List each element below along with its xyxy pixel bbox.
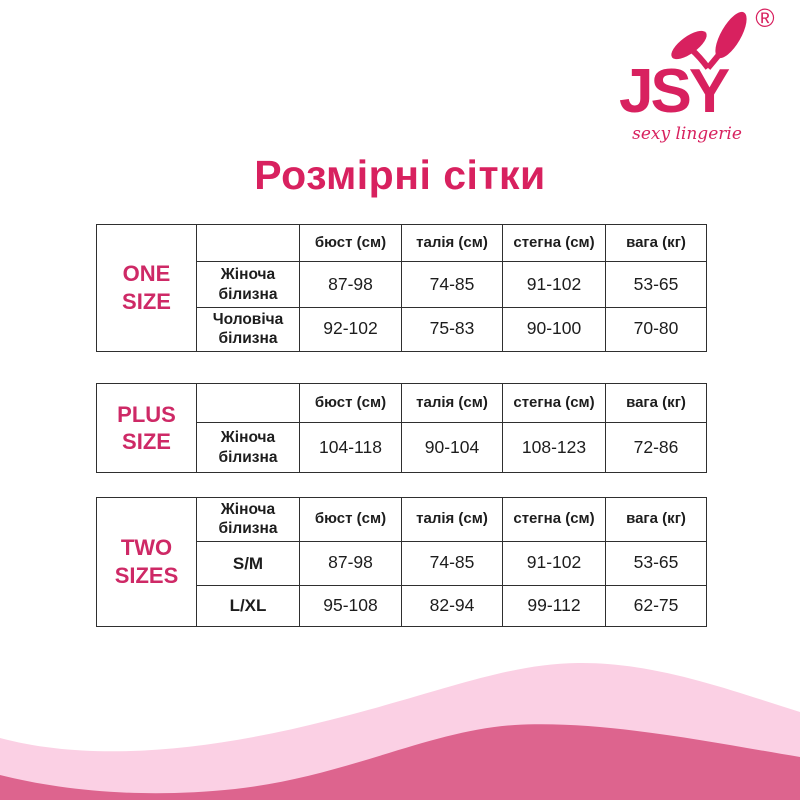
column-header-cell — [196, 383, 300, 423]
column-header-cell: бюст (см) — [299, 224, 402, 262]
column-header-cell: вага (кг) — [605, 224, 707, 262]
row-label-cell: Жіноча білизна — [196, 261, 300, 308]
column-header-cell: стегна (см) — [502, 383, 606, 423]
column-header-cell: талія (см) — [401, 497, 503, 542]
value-cell: 74-85 — [401, 261, 503, 308]
value-cell: 90-100 — [502, 307, 606, 352]
value-cell: 70-80 — [605, 307, 707, 352]
table-row: Жіноча білизна 87-98 74-85 91-102 53-65 — [97, 261, 707, 308]
size-table-plus-size: PLUS SIZE бюст (см) талія (см) стегна (с… — [96, 383, 707, 473]
column-header-cell: вага (кг) — [605, 383, 707, 423]
table-row: Чоловіча білизна 92-102 75-83 90-100 70-… — [97, 307, 707, 352]
table-row: ONE SIZE бюст (см) талія (см) стегна (см… — [96, 224, 707, 352]
size-label-cell: ONE SIZE — [96, 224, 197, 352]
registered-trademark: ® — [755, 3, 774, 33]
value-cell: 92-102 — [299, 307, 402, 352]
value-cell: 87-98 — [299, 261, 402, 308]
size-label-cell: PLUS SIZE — [96, 383, 197, 473]
logo-tagline: sexy lingerie — [632, 124, 742, 144]
size-label-cell: TWO SIZES — [96, 497, 197, 627]
value-cell: 53-65 — [605, 540, 707, 586]
value-cell: 74-85 — [401, 540, 503, 586]
value-cell: 87-98 — [299, 540, 402, 586]
logo-leaf-left-icon — [671, 30, 707, 60]
column-header-cell: бюст (см) — [299, 497, 402, 542]
table-row: PLUS SIZE бюст (см) талія (см) стегна (с… — [96, 383, 707, 473]
row-label-cell: S/M — [196, 540, 300, 586]
value-cell: 108-123 — [502, 422, 606, 473]
logo-leaf-right-icon — [715, 11, 747, 59]
page-title: Розмірні сітки — [254, 152, 546, 198]
logo-letters: JSY — [619, 57, 730, 126]
value-cell: 90-104 — [401, 422, 503, 473]
row-label-cell: Чоловіча білизна — [196, 307, 300, 352]
column-header-cell: Жіноча білизна — [196, 497, 300, 542]
wave-dark-shape — [0, 724, 800, 800]
size-table-two-sizes: TWO SIZES Жіноча білизна бюст (см) талія… — [96, 497, 707, 627]
size-table-one-size: ONE SIZE бюст (см) талія (см) стегна (см… — [96, 224, 707, 352]
column-header-cell: вага (кг) — [605, 497, 707, 542]
jsy-logo-icon: JSY ® sexy lingerie — [619, 3, 775, 144]
column-header-cell: стегна (см) — [502, 497, 606, 542]
value-cell: 62-75 — [605, 584, 707, 627]
column-header-cell: стегна (см) — [502, 224, 606, 262]
value-cell: 72-86 — [605, 422, 707, 473]
table-row: S/M 87-98 74-85 91-102 53-65 — [97, 540, 707, 586]
value-cell: 99-112 — [502, 584, 606, 627]
table-row: Жіноча білизна 104-118 90-104 108-123 72… — [97, 422, 707, 473]
waves-icon — [0, 662, 800, 800]
value-cell: 91-102 — [502, 540, 606, 586]
value-cell: 53-65 — [605, 261, 707, 308]
value-cell: 104-118 — [299, 422, 402, 473]
value-cell: 95-108 — [299, 584, 402, 627]
table-row: L/XL 95-108 82-94 99-112 62-75 — [97, 584, 707, 627]
value-cell: 75-83 — [401, 307, 503, 352]
row-label-cell: Жіноча білизна — [196, 422, 300, 473]
row-label-cell: L/XL — [196, 584, 300, 627]
value-cell: 91-102 — [502, 261, 606, 308]
column-header-cell: талія (см) — [401, 383, 503, 423]
column-header-cell: талія (см) — [401, 224, 503, 262]
column-header-cell — [196, 224, 300, 262]
column-header-cell: бюст (см) — [299, 383, 402, 423]
brand-logo: JSY ® sexy lingerie — [583, 2, 788, 152]
wave-decoration — [0, 620, 800, 800]
value-cell: 82-94 — [401, 584, 503, 627]
table-row: TWO SIZES Жіноча білизна бюст (см) талія… — [96, 497, 707, 627]
